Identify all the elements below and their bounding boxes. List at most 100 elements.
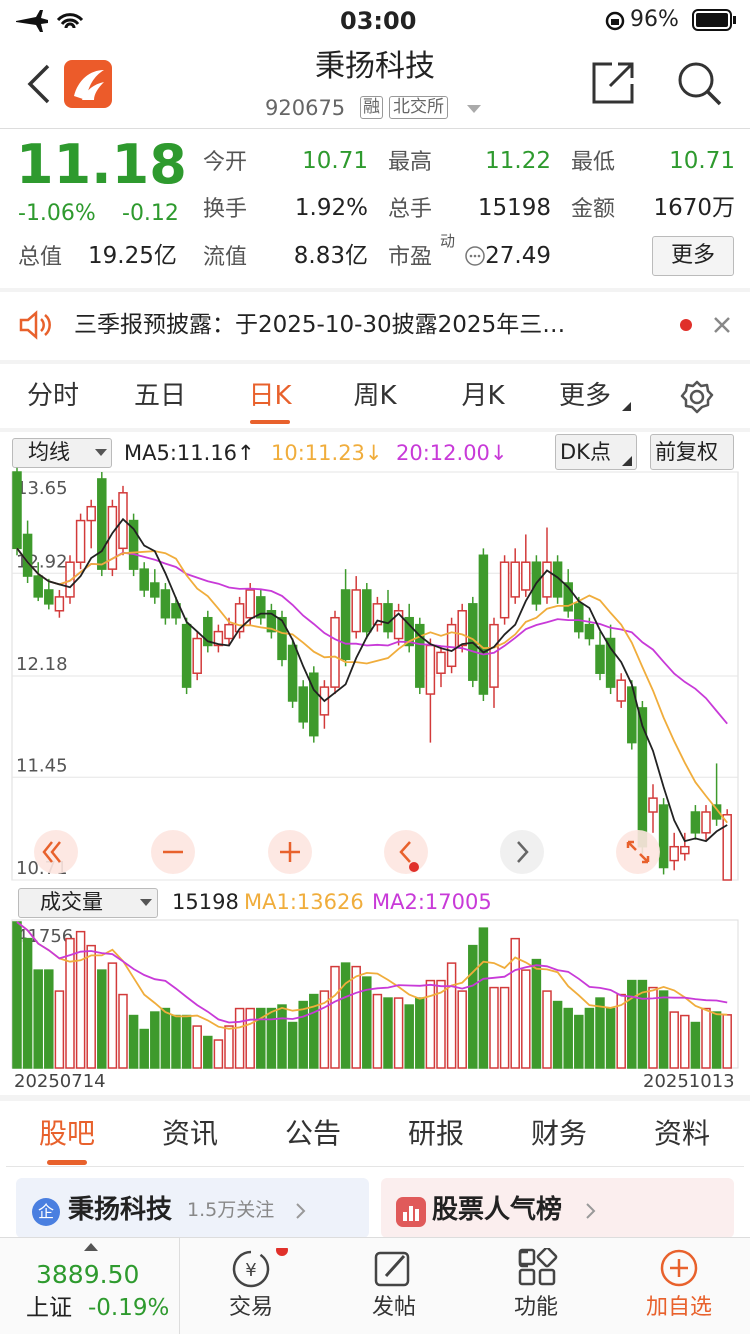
- info-tab[interactable]: 资料: [653, 1117, 710, 1150]
- search-button[interactable]: [676, 60, 722, 106]
- period-tab[interactable]: 五日: [133, 381, 186, 411]
- field-label: 最高: [388, 150, 433, 175]
- volume-bar: [277, 1004, 287, 1069]
- period-tab[interactable]: 月K: [461, 381, 505, 411]
- divider: [179, 1238, 180, 1334]
- candle-body: [234, 603, 245, 633]
- info-tab[interactable]: 研报: [407, 1117, 464, 1150]
- volume-bar: [722, 1014, 732, 1069]
- period-tab[interactable]: 更多: [558, 381, 611, 411]
- nav-item[interactable]: 加自选: [645, 1295, 712, 1320]
- info-icon[interactable]: [464, 245, 486, 267]
- battery-icon: [692, 9, 736, 31]
- candle-body: [478, 554, 489, 695]
- candle-body: [415, 623, 425, 688]
- candle-body: [372, 603, 383, 626]
- volume-bar: [658, 990, 669, 1069]
- candle-body: [446, 623, 457, 668]
- volume-bar: [192, 1025, 202, 1069]
- period-tab[interactable]: 日K: [248, 381, 292, 411]
- volume-bar: [340, 962, 351, 1069]
- volume-bar: [393, 997, 404, 1069]
- volume-bar: [552, 1000, 563, 1069]
- separator: [0, 288, 750, 292]
- candle-body: [722, 814, 732, 881]
- volume-bar: [330, 965, 340, 1069]
- card-title[interactable]: 秉扬科技: [68, 1195, 173, 1225]
- info-tab[interactable]: 财务: [530, 1117, 587, 1150]
- info-tab[interactable]: 股吧: [38, 1117, 95, 1150]
- notice-text[interactable]: 三季报预披露：于2025-10-30披露2025年三…: [74, 312, 566, 338]
- y-tick-label: 11.45: [16, 755, 68, 776]
- volume-bar: [287, 1021, 298, 1069]
- ma-selector-text[interactable]: 均线: [28, 440, 70, 464]
- volume-bar: [362, 976, 372, 1069]
- adjust-button[interactable]: [650, 434, 734, 470]
- back-button[interactable]: [26, 64, 52, 104]
- period-tab[interactable]: 周K: [353, 381, 397, 411]
- candle-body: [383, 603, 393, 633]
- ma-label: 20:12.00↓: [396, 441, 508, 465]
- volume-bar: [701, 1007, 711, 1069]
- field-sup: 动: [440, 232, 456, 250]
- volume-selector-text[interactable]: 成交量: [40, 890, 103, 914]
- ma-label: MA5:11.16↑: [124, 441, 255, 465]
- candle-body: [584, 623, 595, 640]
- bottom-bar: [0, 1237, 750, 1334]
- card-title[interactable]: 股票人气榜: [432, 1195, 563, 1225]
- volume-last: 15198: [172, 890, 239, 914]
- stock-card[interactable]: [16, 1178, 369, 1238]
- nav-item[interactable]: 交易: [228, 1295, 273, 1320]
- volume-bar: [436, 979, 446, 1069]
- candle-body: [33, 575, 43, 598]
- settings-button[interactable]: [680, 380, 714, 414]
- volume-bar: [531, 958, 542, 1069]
- chart-controls[interactable]: [34, 830, 660, 874]
- field-label: 总手: [388, 197, 433, 222]
- candle-body: [457, 610, 467, 647]
- end-date: 20251013: [643, 1071, 735, 1092]
- stock-code: 920675: [265, 96, 346, 120]
- candle-body: [128, 519, 139, 570]
- adjust-text[interactable]: 前复权: [655, 440, 718, 464]
- more-button[interactable]: [652, 236, 734, 276]
- field-value: 1670万: [653, 195, 735, 221]
- index-value[interactable]: 3889.50: [36, 1260, 140, 1289]
- info-tab[interactable]: 公告: [284, 1117, 341, 1150]
- info-tab[interactable]: 资讯: [161, 1117, 218, 1150]
- volume-bar: [499, 986, 510, 1069]
- ma-selector[interactable]: [12, 438, 112, 468]
- nav-item[interactable]: 发帖: [371, 1295, 416, 1320]
- change-pct: -1.06%: [18, 201, 96, 226]
- volume-bar: [319, 990, 330, 1069]
- dk-button[interactable]: [555, 434, 637, 470]
- candle-body: [22, 533, 33, 577]
- dropdown-arrow: [140, 899, 152, 906]
- nav-item[interactable]: 功能: [513, 1295, 558, 1320]
- divider: [6, 1166, 744, 1167]
- volume-selector[interactable]: [18, 888, 158, 918]
- period-tab[interactable]: 分时: [26, 381, 79, 411]
- separator: [0, 1095, 750, 1101]
- status-icons: [16, 10, 84, 32]
- index-name[interactable]: 上证: [26, 1295, 72, 1321]
- more-text[interactable]: 更多: [670, 243, 715, 268]
- volume-bar: [521, 969, 531, 1069]
- rank-card[interactable]: [381, 1178, 734, 1238]
- candle-body: [181, 623, 192, 688]
- volume-bar: [65, 937, 75, 1069]
- dk-text[interactable]: DK点: [560, 440, 611, 464]
- candle-body: [510, 561, 520, 598]
- volume-bar: [584, 1007, 595, 1069]
- volume-bar: [245, 1007, 255, 1069]
- index-change[interactable]: -0.19%: [88, 1295, 170, 1321]
- volume-bar: [171, 1014, 181, 1069]
- notice-controls: [680, 317, 730, 333]
- svg-text:¥: ¥: [245, 1260, 256, 1281]
- candle-body: [277, 616, 287, 661]
- share-button[interactable]: [590, 60, 636, 106]
- volume-bar: [266, 1007, 277, 1069]
- candle-body: [266, 610, 277, 633]
- field-value: 10.71: [669, 148, 735, 174]
- rank-icon: [396, 1197, 426, 1227]
